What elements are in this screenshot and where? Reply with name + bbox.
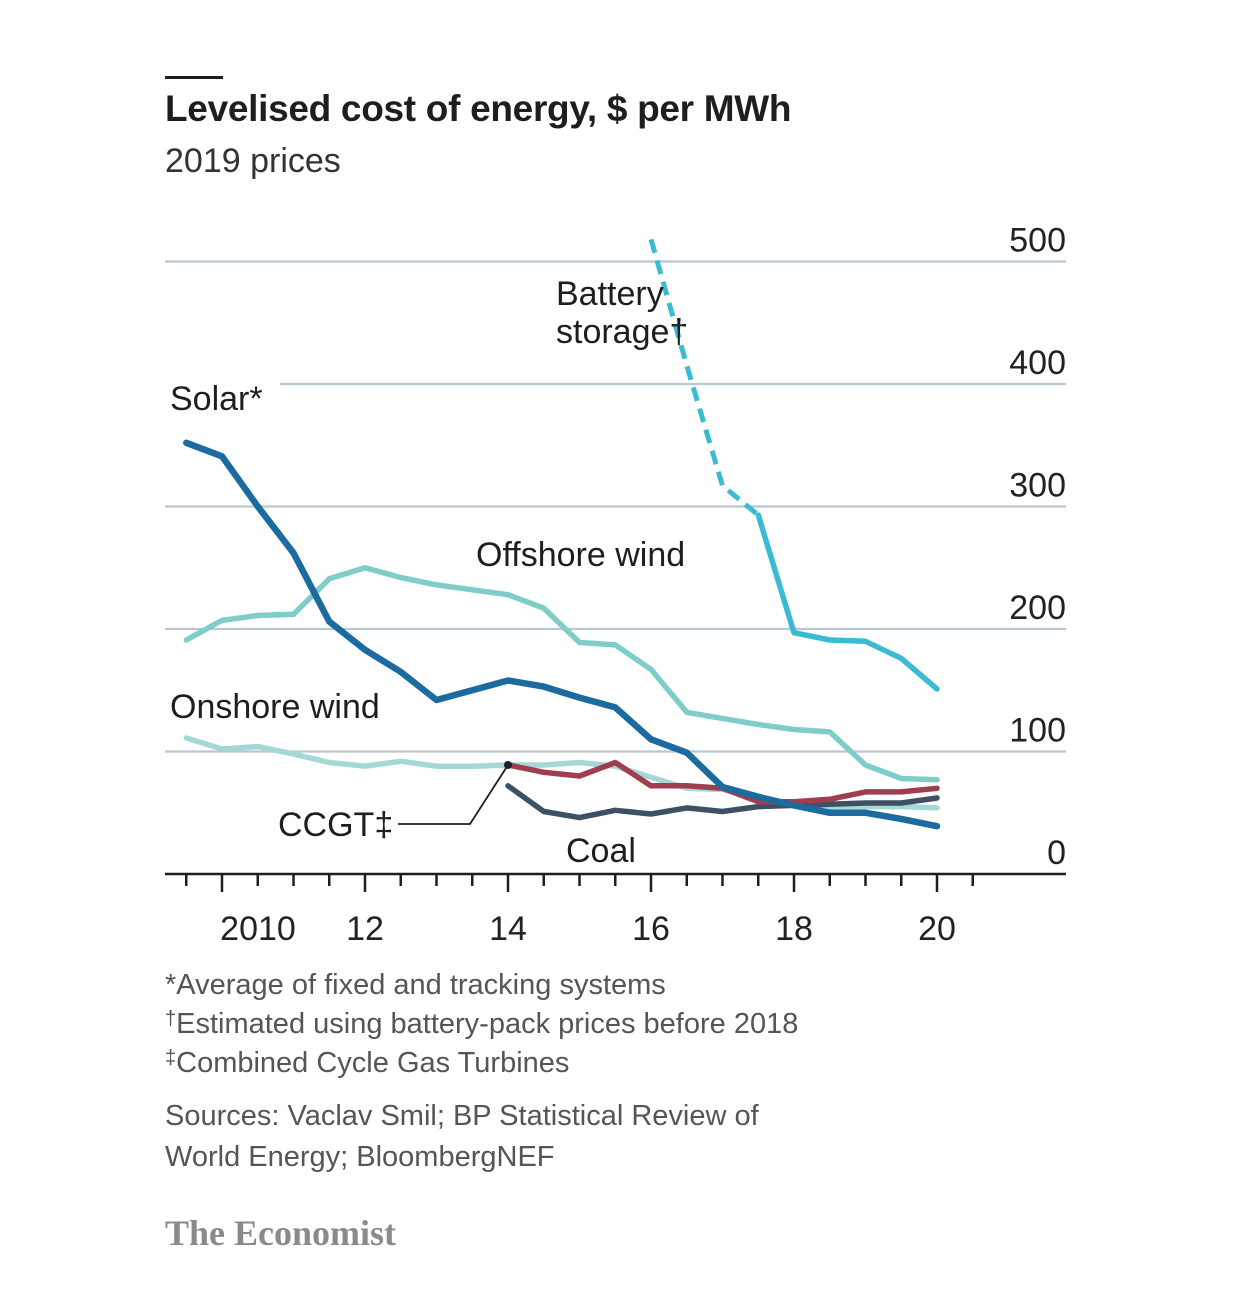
label-battery-storage: Battery storage† — [556, 275, 688, 351]
x-tick-label: 18 — [775, 910, 813, 948]
x-tick-label: 2010 — [220, 910, 296, 948]
x-tick-label: 16 — [632, 910, 670, 948]
economist-logo: The Economist — [165, 1213, 397, 1253]
sources: Sources: Vaclav Smil; BP Statistical Rev… — [165, 1100, 759, 1173]
solar-line — [183, 439, 941, 830]
label-battery-storage-line2: storage† — [556, 313, 688, 351]
ccgt-leader-dot — [504, 760, 512, 769]
label-coal: Coal — [566, 832, 636, 870]
label-solar: Solar* — [170, 380, 263, 418]
y-tick-label: 300 — [1009, 467, 1066, 505]
x-axis: 2010 12 14 16 18 20 — [165, 872, 1066, 948]
footnote-text: Estimated using battery-pack prices befo… — [176, 1008, 799, 1040]
footnote-text: Combined Cycle Gas Turbines — [176, 1047, 570, 1079]
footnote-solar: *Average of fixed and tracking systems — [165, 966, 798, 1005]
footnote-symbol: * — [165, 969, 177, 1001]
footnotes: *Average of fixed and tracking systems †… — [165, 966, 798, 1083]
footnote-text: Average of fixed and tracking systems — [176, 969, 666, 1001]
offshore-wind-line — [183, 565, 940, 783]
ccgt-leader-line — [398, 764, 509, 825]
y-tick-label: 0 — [1047, 834, 1066, 872]
battery-storage-line-estimated — [648, 238, 760, 518]
battery-storage-line — [755, 512, 940, 692]
y-tick-label: 200 — [1009, 589, 1066, 627]
title-rule — [165, 76, 223, 79]
x-tick-label: 14 — [489, 910, 527, 948]
series-labels: Solar* Offshore wind Onshore wind Coal Batte… — [170, 275, 688, 870]
label-ccgt: CCGT‡ — [278, 806, 393, 844]
series-lines — [183, 238, 941, 830]
y-tick-label: 500 — [1009, 222, 1066, 260]
x-tick-label: 12 — [346, 910, 384, 948]
coal-line — [505, 783, 940, 821]
footnote-battery: †Estimated using battery-pack prices bef… — [165, 1005, 798, 1044]
footnote-ccgt: ‡Combined Cycle Gas Turbines — [165, 1044, 798, 1083]
label-onshore-wind: Onshore wind — [170, 688, 380, 726]
x-tick-label: 20 — [918, 910, 956, 948]
label-battery-storage-line1: Battery — [556, 275, 664, 313]
y-axis: 0 100 200 300 400 500 — [1009, 222, 1066, 873]
label-offshore-wind: Offshore wind — [476, 536, 685, 574]
footnote-symbol: ‡ — [165, 1047, 177, 1069]
chart-title: Levelised cost of energy, $ per MWh — [165, 88, 792, 129]
gridlines — [165, 260, 1066, 753]
y-tick-label: 100 — [1009, 712, 1066, 750]
chart-subtitle: 2019 prices — [165, 142, 341, 180]
footnote-symbol: † — [165, 1008, 177, 1030]
y-tick-label: 400 — [1009, 344, 1066, 382]
